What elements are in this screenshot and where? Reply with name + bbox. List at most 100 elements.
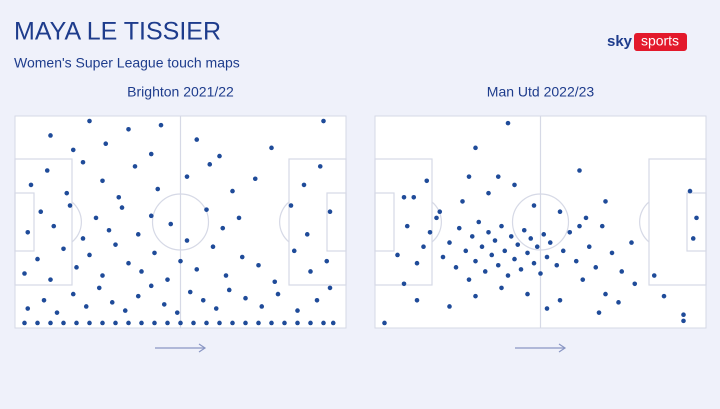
touch-dot xyxy=(308,269,313,274)
touch-dot xyxy=(139,320,144,326)
touch-dot xyxy=(113,320,118,326)
touch-dot xyxy=(70,291,76,297)
touch-dot xyxy=(38,209,44,214)
touch-dot xyxy=(554,262,560,268)
touch-dot xyxy=(48,320,53,326)
touch-dot xyxy=(148,151,154,157)
touch-dot xyxy=(122,308,128,313)
touch-dot xyxy=(191,320,196,326)
touch-dot xyxy=(230,320,235,326)
touch-dot xyxy=(259,304,265,309)
touch-dot xyxy=(619,269,625,274)
touch-dot xyxy=(48,277,53,282)
touch-dot xyxy=(25,306,31,311)
touch-dot xyxy=(269,145,274,151)
touch-dot xyxy=(616,300,621,305)
touch-dot xyxy=(61,320,66,326)
touch-dot xyxy=(35,320,40,326)
touch-dot xyxy=(252,176,258,182)
touch-dot xyxy=(508,234,514,239)
touch-dot xyxy=(502,248,508,254)
touch-dot xyxy=(593,265,599,270)
touch-dot xyxy=(512,182,517,188)
touch-dot xyxy=(126,260,131,266)
touch-dot xyxy=(573,258,579,264)
touch-dot xyxy=(106,227,112,233)
touch-dot xyxy=(505,120,511,126)
touch-dot xyxy=(492,238,498,243)
touch-dot xyxy=(661,293,667,299)
touch-dot xyxy=(690,236,696,241)
touch-dot xyxy=(54,310,60,315)
touch-dot xyxy=(473,145,478,151)
touch-dot xyxy=(421,244,426,250)
touch-dot xyxy=(272,279,278,285)
touch-dot xyxy=(560,248,566,254)
six-yard-box xyxy=(14,192,35,252)
touch-dot xyxy=(414,297,420,303)
touch-dot xyxy=(528,236,534,241)
touch-dot xyxy=(155,186,161,192)
touch-dot xyxy=(152,320,157,326)
touch-dot xyxy=(518,267,524,272)
touch-dot xyxy=(291,248,297,254)
touch-dot xyxy=(463,248,469,254)
touch-dot xyxy=(583,215,589,221)
touch-dot xyxy=(80,236,86,241)
touch-dot xyxy=(603,291,608,297)
six-yard-box xyxy=(326,192,347,252)
touch-dot xyxy=(404,223,410,229)
touch-dot xyxy=(174,310,180,315)
page-title: MAYA LE TISSIER xyxy=(14,18,221,46)
touch-dot xyxy=(295,320,300,326)
touch-dot xyxy=(317,164,323,169)
touch-dot xyxy=(557,209,563,214)
touch-dot xyxy=(87,320,92,326)
touch-dot xyxy=(411,194,417,200)
touch-dot xyxy=(534,244,540,250)
arrow-head xyxy=(198,343,207,353)
touch-dot xyxy=(28,182,34,188)
touch-dot xyxy=(324,258,330,264)
touch-dot xyxy=(557,297,563,303)
touch-dot xyxy=(41,297,47,303)
touch-dot xyxy=(473,258,478,264)
touch-dot xyxy=(330,320,336,326)
touch-dot xyxy=(499,285,504,291)
touch-dot xyxy=(126,320,131,326)
touch-dot xyxy=(599,223,605,229)
touch-dot xyxy=(200,297,206,303)
touch-dot xyxy=(577,168,582,173)
touch-dot xyxy=(93,215,99,221)
touch-dot xyxy=(629,240,634,245)
touch-dot xyxy=(148,213,154,219)
touch-dot xyxy=(482,269,488,274)
touch-dot xyxy=(22,320,27,326)
touch-dot xyxy=(64,190,70,196)
touch-dot xyxy=(74,320,79,326)
touch-dot xyxy=(489,252,495,258)
touch-dot xyxy=(61,246,66,252)
touch-dot xyxy=(401,194,407,200)
touch-dot xyxy=(243,295,248,301)
touch-dot xyxy=(547,240,553,245)
touch-dot xyxy=(168,221,174,227)
touch-dot xyxy=(113,242,118,247)
centre-circle xyxy=(511,193,570,251)
touch-dot xyxy=(447,304,452,309)
touch-dot xyxy=(525,250,530,256)
touch-dot xyxy=(207,162,213,167)
touch-dot xyxy=(499,223,504,229)
subtitle: Women's Super League touch maps xyxy=(14,55,240,71)
touch-dot xyxy=(135,232,141,237)
penalty-arc xyxy=(431,201,442,243)
touch-dot xyxy=(184,238,190,243)
touch-dot xyxy=(495,174,501,179)
touch-dot xyxy=(308,320,313,326)
touch-dot xyxy=(304,232,310,237)
touch-dot xyxy=(275,291,281,297)
touch-dot xyxy=(194,137,200,142)
touch-dot xyxy=(541,232,547,237)
touch-dot xyxy=(213,306,219,311)
